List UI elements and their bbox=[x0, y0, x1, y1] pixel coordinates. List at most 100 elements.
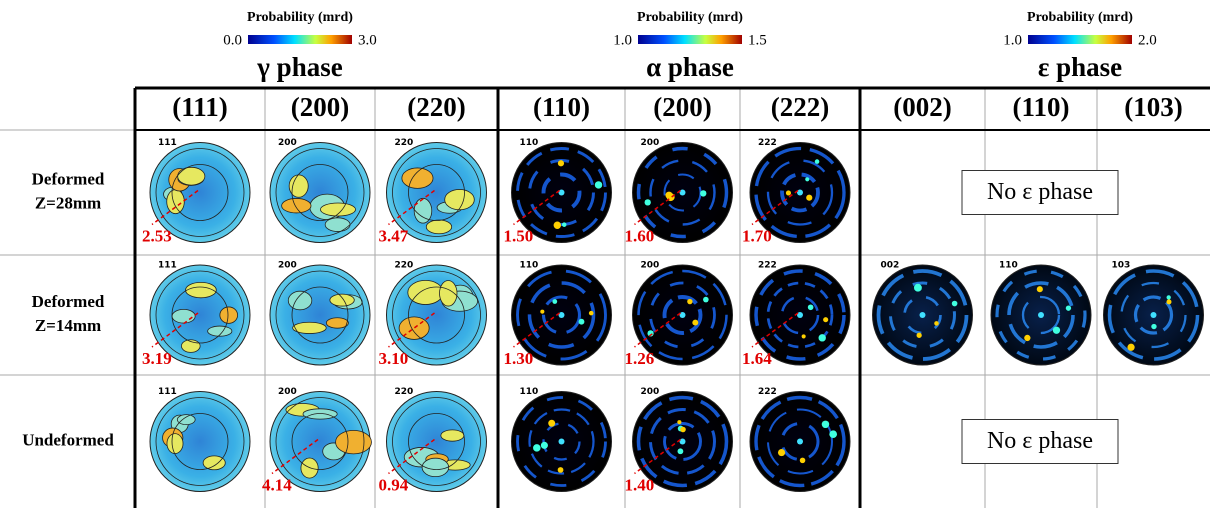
hot-spot bbox=[821, 420, 830, 429]
column-header: (220) bbox=[407, 92, 465, 122]
contour bbox=[636, 395, 729, 488]
column-header: (103) bbox=[1124, 92, 1182, 122]
pole-cell: 111 3.19 bbox=[142, 261, 251, 368]
pole-label: 111 bbox=[158, 138, 177, 148]
pole-label: 200 bbox=[641, 261, 660, 271]
phase-name: α phase bbox=[646, 52, 734, 82]
pole-label: 222 bbox=[758, 138, 777, 148]
contour bbox=[1120, 281, 1187, 349]
pole-cell: 200 1.40 bbox=[625, 387, 733, 494]
contour bbox=[408, 164, 465, 221]
pole-cell: 220 0.94 bbox=[379, 387, 487, 494]
hot-spot bbox=[1024, 334, 1031, 342]
pole-label: 110 bbox=[999, 261, 1018, 271]
contour bbox=[995, 269, 1087, 361]
column-header: (222) bbox=[771, 92, 829, 122]
pole-cell: 103 bbox=[1103, 261, 1204, 366]
contour bbox=[335, 429, 372, 455]
hot-spot bbox=[687, 298, 693, 305]
note-box bbox=[961, 419, 1119, 464]
pole-cell: 200 4.14 bbox=[262, 387, 372, 494]
contour bbox=[401, 167, 434, 189]
hot-spot bbox=[1166, 299, 1172, 305]
hot-spot bbox=[703, 296, 709, 303]
hot-spot bbox=[588, 310, 594, 316]
hot-spot bbox=[1036, 286, 1043, 293]
pole-label: 103 bbox=[1112, 261, 1131, 271]
contour bbox=[541, 172, 582, 213]
contour bbox=[281, 198, 312, 214]
contour bbox=[444, 189, 475, 211]
contour bbox=[662, 295, 703, 335]
contour bbox=[166, 433, 184, 454]
center bbox=[797, 312, 803, 318]
center bbox=[558, 312, 565, 318]
pole-cell: 220 3.47 bbox=[379, 138, 487, 245]
center bbox=[919, 312, 926, 318]
contour bbox=[876, 269, 969, 361]
contour bbox=[649, 408, 716, 475]
hot-spot bbox=[677, 420, 682, 425]
pole-label: 110 bbox=[520, 387, 539, 397]
contour bbox=[516, 269, 607, 361]
contour bbox=[392, 148, 481, 237]
column-header: (200) bbox=[291, 92, 349, 122]
max-value: 3.47 bbox=[379, 226, 409, 245]
hot-spot bbox=[553, 221, 562, 229]
contour bbox=[275, 148, 365, 237]
max-pointer bbox=[388, 189, 435, 226]
contour bbox=[292, 321, 327, 334]
pole-label: 220 bbox=[395, 138, 414, 148]
contour bbox=[541, 295, 582, 335]
center bbox=[679, 438, 686, 445]
max-value: 1.64 bbox=[742, 349, 772, 368]
max-value: 1.26 bbox=[625, 349, 655, 368]
column-header: (002) bbox=[893, 92, 951, 122]
hot-spot bbox=[801, 334, 806, 339]
contour bbox=[649, 281, 716, 349]
colorbar bbox=[1028, 35, 1132, 44]
contour bbox=[766, 159, 834, 226]
pole-figure bbox=[269, 264, 371, 366]
pole-label: 200 bbox=[278, 138, 297, 148]
contour bbox=[408, 413, 465, 470]
max-pointer bbox=[388, 438, 435, 475]
hot-spot bbox=[1052, 326, 1061, 334]
max-value: 1.50 bbox=[504, 226, 534, 245]
hot-spot bbox=[578, 318, 585, 325]
contour bbox=[207, 325, 233, 337]
pole-label: 222 bbox=[758, 387, 777, 397]
max-pointer bbox=[634, 438, 681, 475]
max-value: 0.94 bbox=[379, 475, 409, 494]
contour bbox=[439, 280, 458, 307]
contour bbox=[408, 286, 465, 344]
contour bbox=[528, 408, 595, 475]
max-pointer bbox=[751, 189, 799, 226]
pole-figure bbox=[386, 142, 487, 243]
contour bbox=[903, 295, 942, 335]
max-pointer bbox=[151, 312, 199, 348]
contour bbox=[516, 396, 607, 487]
contour bbox=[1021, 295, 1061, 335]
column-header: (110) bbox=[533, 92, 590, 122]
row-label: Deformed bbox=[32, 292, 105, 311]
pole-cell: 110 bbox=[990, 261, 1092, 366]
pole-cell: 200 bbox=[269, 261, 371, 366]
hot-spot bbox=[647, 330, 654, 337]
max-value: 1.70 bbox=[742, 226, 772, 245]
contour bbox=[407, 279, 444, 305]
center bbox=[1150, 312, 1157, 318]
contour bbox=[302, 408, 338, 420]
pole-label: 200 bbox=[278, 261, 297, 271]
max-pointer bbox=[513, 312, 560, 348]
contour bbox=[177, 166, 206, 186]
hot-spot bbox=[829, 430, 838, 439]
contour bbox=[527, 281, 596, 349]
max-value: 1.60 bbox=[625, 226, 655, 245]
pole-label: 220 bbox=[395, 261, 414, 271]
pole-cell: 222 bbox=[749, 387, 851, 492]
max-pointer bbox=[151, 189, 199, 226]
pole-label: 110 bbox=[520, 261, 539, 271]
max-pointer bbox=[388, 312, 435, 348]
